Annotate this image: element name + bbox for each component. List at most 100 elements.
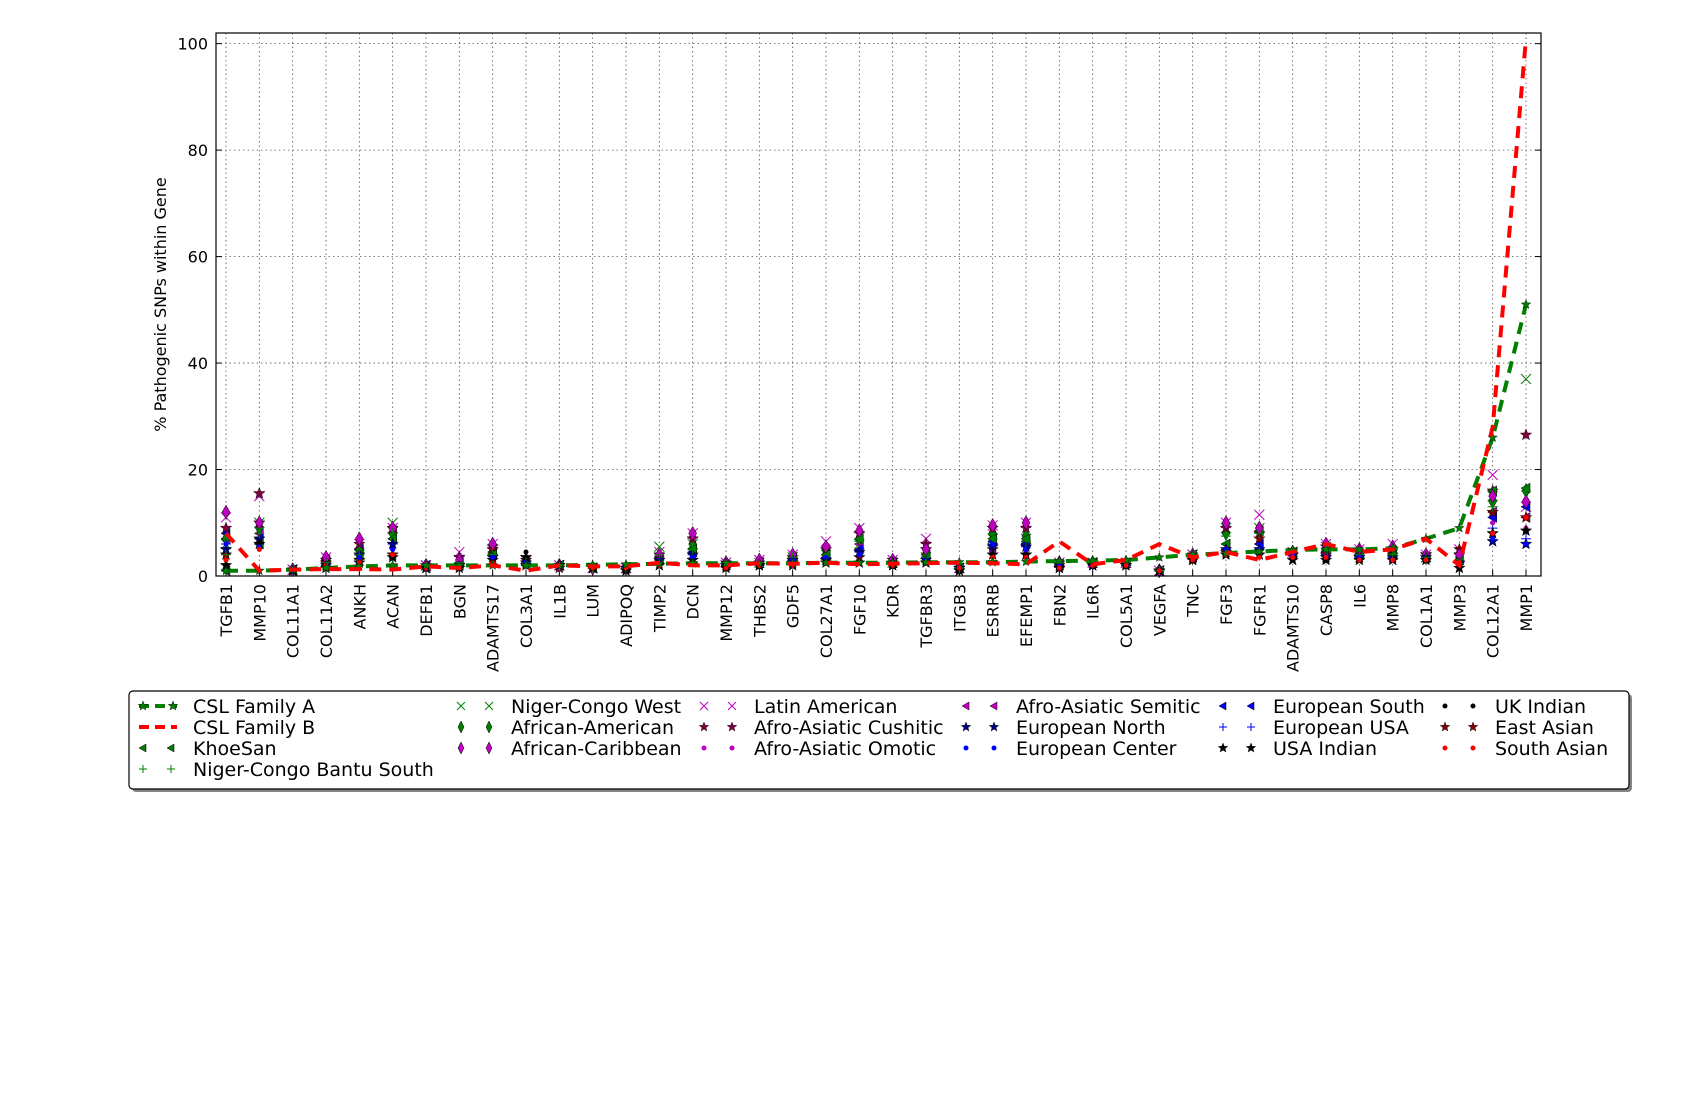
legend-marker bbox=[699, 701, 709, 711]
legend-label: CSL Family A bbox=[193, 696, 315, 718]
data-point bbox=[1156, 568, 1162, 574]
legend-entry: European South bbox=[1218, 696, 1425, 718]
data-point bbox=[1221, 515, 1231, 531]
x-tick-label: COL12A1 bbox=[1484, 584, 1503, 658]
legend-marker bbox=[1470, 703, 1476, 709]
data-point bbox=[223, 557, 229, 563]
series-csl-family-b bbox=[224, 38, 1528, 573]
data-point bbox=[1490, 530, 1496, 536]
data-point bbox=[690, 554, 696, 560]
legend-marker bbox=[963, 745, 969, 751]
data-point bbox=[1054, 555, 1065, 566]
data-point bbox=[990, 541, 996, 547]
data-point bbox=[1021, 515, 1031, 531]
legend-label: Afro-Asiatic Cushitic bbox=[754, 717, 944, 739]
legend-entry: East Asian bbox=[1439, 717, 1594, 739]
legend-marker bbox=[1442, 745, 1448, 751]
data-point bbox=[355, 531, 364, 547]
legend-marker bbox=[1442, 703, 1448, 709]
plot-area bbox=[219, 38, 1533, 579]
data-point bbox=[387, 559, 398, 570]
data-point bbox=[653, 541, 665, 553]
legend-label: African-American bbox=[511, 717, 674, 739]
data-point bbox=[1023, 546, 1029, 552]
x-tick-label: MMP8 bbox=[1384, 584, 1403, 631]
data-point bbox=[1021, 536, 1031, 547]
x-tick-label: COL27A1 bbox=[817, 584, 836, 658]
data-point bbox=[1256, 554, 1262, 560]
y-tick-label: 20 bbox=[188, 461, 208, 480]
data-point bbox=[1490, 536, 1496, 542]
legend-entry: European USA bbox=[1219, 717, 1409, 739]
legend-marker bbox=[988, 721, 1000, 732]
data-point bbox=[720, 557, 732, 568]
legend-entry: African-American bbox=[457, 717, 674, 739]
data-point bbox=[1423, 557, 1429, 563]
y-tick-label: 80 bbox=[188, 141, 208, 160]
data-point bbox=[256, 546, 262, 552]
legend-entry: African-Caribbean bbox=[457, 738, 682, 760]
series-csl-family-a bbox=[220, 298, 1532, 576]
legend-marker bbox=[701, 745, 707, 751]
data-point bbox=[1323, 554, 1329, 560]
legend-label: European South bbox=[1273, 696, 1425, 718]
legend-marker bbox=[1247, 723, 1255, 731]
x-tick-label: MMP1 bbox=[1517, 584, 1536, 631]
legend-marker bbox=[989, 701, 998, 711]
data-point bbox=[1221, 531, 1231, 542]
data-point bbox=[1520, 373, 1532, 385]
legend-entry: Niger-Congo Bantu South bbox=[139, 759, 434, 781]
data-point bbox=[520, 559, 532, 570]
x-tick-label: EFEMP1 bbox=[1017, 584, 1036, 647]
data-point bbox=[1487, 501, 1498, 512]
legend-marker bbox=[484, 701, 494, 711]
legend-label: Afro-Asiatic Semitic bbox=[1016, 696, 1201, 718]
x-tick-label: TNC bbox=[1184, 584, 1203, 618]
data-point bbox=[254, 528, 265, 539]
x-tick-label: FBN2 bbox=[1050, 584, 1069, 626]
legend-marker bbox=[457, 741, 465, 755]
legend-marker bbox=[485, 741, 493, 755]
legend-entry: USA Indian bbox=[1217, 738, 1377, 760]
data-point bbox=[221, 504, 231, 520]
legend-entry: CSL Family A bbox=[137, 696, 315, 718]
x-tick-label: ADIPOQ bbox=[617, 584, 636, 647]
data-point bbox=[1354, 543, 1365, 554]
legend-label: CSL Family B bbox=[193, 717, 315, 739]
data-point bbox=[1454, 522, 1465, 533]
data-point bbox=[1087, 554, 1098, 566]
series-line bbox=[226, 304, 1528, 573]
data-point bbox=[253, 486, 266, 499]
data-point bbox=[654, 549, 665, 560]
data-point bbox=[390, 552, 396, 558]
data-point bbox=[956, 565, 962, 571]
data-point bbox=[1120, 554, 1132, 565]
x-tick-label: IL6 bbox=[1350, 584, 1369, 608]
x-tick-label: IL6R bbox=[1084, 584, 1103, 619]
legend-marker bbox=[166, 743, 175, 753]
data-point bbox=[854, 536, 865, 547]
data-point bbox=[920, 556, 932, 567]
data-point bbox=[1254, 545, 1265, 557]
x-tick-label: ADAMTS17 bbox=[484, 584, 503, 672]
data-point bbox=[1390, 557, 1396, 563]
data-point bbox=[723, 565, 729, 571]
x-tick-label: FGFR1 bbox=[1250, 584, 1269, 636]
legend-label: Latin American bbox=[754, 696, 897, 718]
legend-label: African-Caribbean bbox=[511, 738, 682, 760]
legend-entry: KhoeSan bbox=[138, 738, 277, 760]
x-axis: TGFB1 MMP10 COL11A1 COL11A2 ANKH ACAN DEFB1 BGN… bbox=[217, 570, 1536, 672]
legend-marker bbox=[1467, 721, 1479, 732]
y-tick-label: 60 bbox=[188, 248, 208, 267]
plot-frame bbox=[215, 32, 1542, 577]
data-point bbox=[390, 546, 396, 552]
legend-marker bbox=[456, 701, 466, 711]
data-point bbox=[490, 554, 496, 560]
legend-entry: UK Indian bbox=[1442, 696, 1586, 718]
y-tick-label: 0 bbox=[198, 567, 208, 586]
x-tick-label: LUM bbox=[584, 584, 603, 618]
data-point bbox=[1254, 528, 1265, 539]
x-tick-label: BGN bbox=[450, 584, 469, 619]
x-tick-label: IL1B bbox=[550, 584, 569, 619]
x-tick-label: THBS2 bbox=[750, 584, 769, 638]
